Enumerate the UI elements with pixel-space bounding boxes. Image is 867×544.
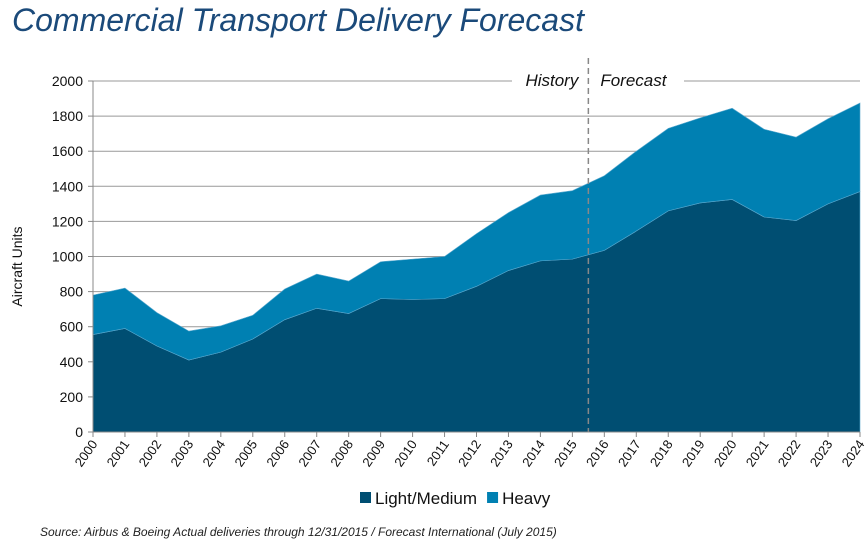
y-tick-label: 0 xyxy=(75,424,83,440)
x-tick-label: 2013 xyxy=(487,437,516,469)
y-axis-label: Aircraft Units xyxy=(9,226,25,306)
y-tick-label: 600 xyxy=(60,319,84,335)
y-tick-label: 400 xyxy=(60,354,84,370)
x-tick-label: 2008 xyxy=(327,437,356,469)
history-label: History xyxy=(525,71,579,90)
area-heavy xyxy=(92,102,861,361)
x-tick-label: 2009 xyxy=(359,437,388,469)
legend-label: Heavy xyxy=(502,489,551,508)
x-tick-label: 2007 xyxy=(295,437,324,469)
x-tick-label: 2012 xyxy=(455,437,484,469)
area-light-medium xyxy=(92,191,861,433)
y-tick-label: 2000 xyxy=(52,73,83,89)
x-tick-label: 2023 xyxy=(807,437,836,469)
x-tick-label: 2021 xyxy=(743,437,772,469)
x-tick-label: 2001 xyxy=(104,437,133,469)
y-tick-label: 1400 xyxy=(52,178,83,194)
x-tick-label: 2002 xyxy=(135,437,164,469)
y-tick-label: 1800 xyxy=(52,108,83,124)
y-tick-label: 1000 xyxy=(52,249,83,265)
x-tick-label: 2016 xyxy=(583,437,612,469)
y-tick-label: 1200 xyxy=(52,213,83,229)
x-tick-label: 2024 xyxy=(839,437,867,469)
source-note: Source: Airbus & Boeing Actual deliverie… xyxy=(40,525,557,539)
x-tick-label: 2011 xyxy=(424,437,452,469)
x-tick-label: 2019 xyxy=(679,437,708,469)
x-tick-label: 2000 xyxy=(72,437,101,469)
y-tick-label: 800 xyxy=(60,284,84,300)
x-tick-label: 2020 xyxy=(711,437,740,469)
x-tick-label: 2014 xyxy=(519,437,548,469)
forecast-label: Forecast xyxy=(600,71,667,90)
x-tick-label: 2003 xyxy=(167,437,196,469)
x-tick-label: 2017 xyxy=(615,437,644,469)
legend-label: Light/Medium xyxy=(375,489,477,508)
x-tick-label: 2015 xyxy=(551,437,580,469)
x-tick-label: 2004 xyxy=(199,437,228,469)
x-tick-label: 2018 xyxy=(647,437,676,469)
legend-swatch xyxy=(360,492,371,503)
x-tick-label: 2022 xyxy=(775,437,804,469)
chart-title: Commercial Transport Delivery Forecast xyxy=(12,2,584,38)
legend-swatch xyxy=(487,492,499,503)
y-tick-label: 200 xyxy=(60,389,84,405)
y-tick-label: 1600 xyxy=(52,143,83,159)
x-tick-label: 2005 xyxy=(231,437,260,469)
x-tick-label: 2006 xyxy=(263,437,292,469)
x-tick-label: 2010 xyxy=(391,437,420,469)
